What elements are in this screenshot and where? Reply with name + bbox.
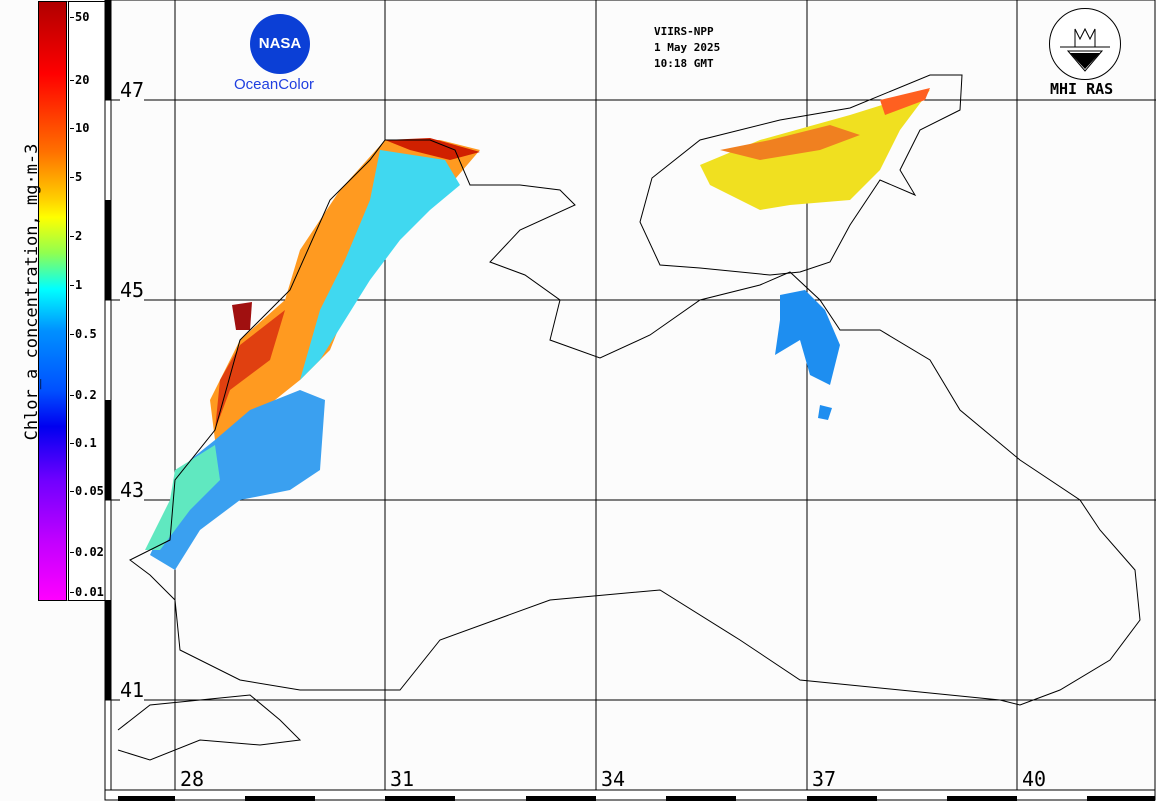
lon-label: 34 xyxy=(601,767,626,791)
coastline xyxy=(117,74,1141,761)
colorbar xyxy=(38,1,69,601)
sensor-name: VIIRS-NPP xyxy=(654,25,714,38)
colorbar-tick: 50 xyxy=(69,10,90,24)
colorbar-tick: 1 xyxy=(69,278,83,292)
nasa-logo: NASA xyxy=(250,14,310,74)
chlorophyll-patches xyxy=(145,88,930,570)
colorbar-tick: 10 xyxy=(69,121,90,135)
image-time: 10:18 GMT xyxy=(654,57,714,70)
colorbar-tick: 0.5 xyxy=(70,327,97,341)
colorbar-tick: 5 xyxy=(69,170,83,184)
lat-scale-blocks xyxy=(105,0,111,700)
mhi-logo-icon xyxy=(1049,8,1121,80)
lat-label: 41 xyxy=(120,678,145,702)
colorbar-tick: 0.01 xyxy=(70,585,104,599)
lat-label: 45 xyxy=(120,278,145,302)
colorbar-tick: 0.02 xyxy=(70,545,104,559)
mhi-ras-label: MHI RAS xyxy=(1050,80,1114,98)
lon-label: 37 xyxy=(812,767,837,791)
colorbar-tick: 2 xyxy=(69,229,83,243)
lon-scale-bar xyxy=(104,789,1156,801)
colorbar-scale xyxy=(66,1,108,601)
colorbar-tick: 0.1 xyxy=(70,436,97,450)
lon-label: 40 xyxy=(1022,767,1047,791)
lon-label: 31 xyxy=(390,767,415,791)
image-info: VIIRS-NPP 1 May 2025 10:18 GMT xyxy=(654,24,720,72)
graticule xyxy=(105,0,1156,790)
lon-label: 28 xyxy=(180,767,205,791)
image-date: 1 May 2025 xyxy=(654,41,721,54)
lon-scale-blocks xyxy=(118,796,1155,801)
colorbar-tick: 20 xyxy=(69,73,90,87)
oceancolor-label: OceanColor xyxy=(234,76,315,93)
colorbar-tick: 0.2 xyxy=(70,388,97,402)
colorbar-tick: 0.05 xyxy=(70,484,104,498)
lat-label: 47 xyxy=(120,78,145,102)
lat-label: 43 xyxy=(120,478,145,502)
